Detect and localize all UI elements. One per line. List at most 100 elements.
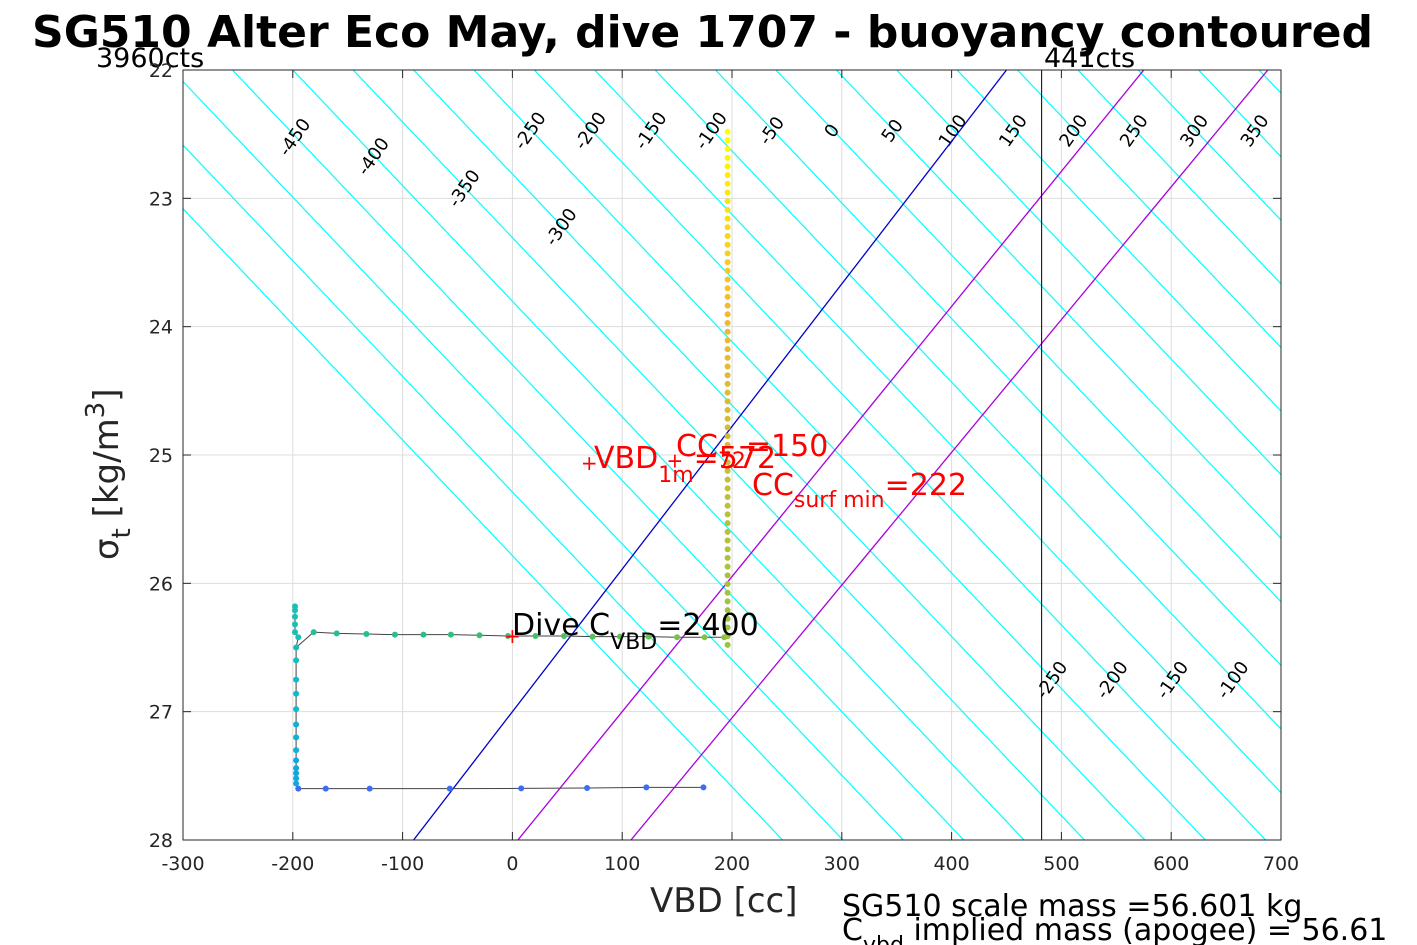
contour-line-250 bbox=[1077, 70, 1281, 285]
stack-point-39 bbox=[724, 467, 731, 474]
stack-point-16 bbox=[724, 267, 731, 274]
data-point-0 bbox=[700, 784, 707, 791]
stack-point-0 bbox=[724, 128, 731, 135]
data-point-34 bbox=[505, 632, 512, 639]
annotation-cc-surf-min: CCsurf min=222 bbox=[752, 468, 967, 513]
data-point-38 bbox=[617, 633, 624, 640]
left-count-label: 3960cts bbox=[96, 43, 204, 74]
tick-labels: -300 -200 -100 0 100 200 300 400 500 600 700 22 23 24… bbox=[149, 60, 1299, 875]
y-tick-label-1: 23 bbox=[149, 188, 173, 210]
contour-label-upper-m50: -50 bbox=[755, 113, 789, 149]
stack-point-42 bbox=[724, 494, 731, 501]
stack-point-24 bbox=[724, 337, 731, 344]
stack-point-27 bbox=[724, 363, 731, 370]
stack-point-12 bbox=[724, 233, 731, 240]
stack-point-31 bbox=[724, 398, 731, 405]
data-point-18 bbox=[293, 676, 300, 683]
contour-label-upper-50: 50 bbox=[878, 116, 908, 147]
data-point-4 bbox=[446, 785, 453, 792]
stack-point-56 bbox=[724, 615, 731, 622]
stack-point-8 bbox=[724, 198, 731, 205]
stack-point-44 bbox=[724, 511, 731, 518]
contour-line-m100 bbox=[654, 70, 1281, 730]
contour-line-m500 bbox=[183, 80, 904, 840]
data-point-32 bbox=[447, 631, 454, 638]
stack-point-33 bbox=[724, 415, 731, 422]
stack-point-5 bbox=[724, 172, 731, 179]
y-tick-label-0: 22 bbox=[149, 60, 173, 82]
highlight-lines bbox=[413, 70, 1269, 840]
stack-point-50 bbox=[724, 563, 731, 570]
chart-title: SG510 Alter Eco May, dive 1707 - buoyanc… bbox=[32, 7, 1373, 58]
stack-point-37 bbox=[724, 450, 731, 457]
x-tick-label-0: -300 bbox=[161, 853, 204, 875]
footer-scale-mass: SG510 scale mass =56.601 kg bbox=[842, 889, 1302, 924]
data-point-19 bbox=[293, 657, 300, 664]
contour-line-m200 bbox=[533, 70, 1267, 840]
data-point-41 bbox=[701, 634, 708, 641]
data-point-7 bbox=[295, 785, 302, 792]
stack-point-58 bbox=[724, 633, 731, 640]
stack-point-32 bbox=[724, 407, 731, 414]
contour-line-m550 bbox=[183, 144, 844, 840]
stack-point-23 bbox=[724, 328, 731, 335]
x-tick-label-8: 500 bbox=[1043, 853, 1079, 875]
data-point-8 bbox=[293, 780, 300, 787]
data-point-16 bbox=[293, 706, 300, 713]
stack-point-15 bbox=[724, 259, 731, 266]
contour-line-400 bbox=[1258, 70, 1281, 94]
stack-point-17 bbox=[724, 276, 731, 283]
y-tick-label-6: 28 bbox=[149, 830, 173, 852]
contour-label-upper-150: 150 bbox=[995, 111, 1032, 151]
data-series: + + + bbox=[291, 128, 731, 792]
data-point-31 bbox=[420, 631, 427, 638]
y-tick-label-5: 27 bbox=[149, 702, 173, 724]
data-point-24 bbox=[291, 613, 298, 620]
data-point-6 bbox=[322, 785, 329, 792]
stack-point-46 bbox=[724, 528, 731, 535]
cc-line-2 bbox=[630, 70, 1269, 840]
contour-label-upper-300: 300 bbox=[1176, 111, 1213, 151]
stack-point-3 bbox=[724, 154, 731, 161]
stack-point-53 bbox=[724, 589, 731, 596]
cc-line-1 bbox=[517, 70, 1145, 840]
contour-line-0 bbox=[775, 70, 1281, 603]
stack-point-7 bbox=[724, 189, 731, 196]
stack-point-19 bbox=[724, 293, 731, 300]
stack-point-52 bbox=[724, 581, 731, 588]
stack-point-48 bbox=[724, 546, 731, 553]
data-point-37 bbox=[589, 633, 596, 640]
contour-label-upper-350: 350 bbox=[1237, 111, 1274, 151]
footer-implied-mass: Cvbd implied mass (apogee) = 56.61 bbox=[842, 913, 1387, 945]
annotation-vbd-1m: VBD1m=572 bbox=[594, 441, 776, 488]
y-axis-sigma: σ bbox=[87, 538, 127, 560]
data-point-9 bbox=[293, 775, 300, 782]
stack-point-55 bbox=[724, 607, 731, 614]
data-point-2 bbox=[584, 785, 591, 792]
axes bbox=[182, 69, 1282, 841]
right-count-label: 441cts bbox=[1044, 43, 1135, 74]
annotations: VBD1m=572 CC72=150 CCsurf min=222 Dive C… bbox=[512, 429, 967, 655]
data-point-40 bbox=[674, 634, 681, 641]
stack-point-41 bbox=[724, 485, 731, 492]
red-marker-0: + bbox=[581, 451, 598, 475]
svg-text:σt [kg/m3]: σt [kg/m3] bbox=[81, 389, 137, 561]
stack-point-38 bbox=[724, 459, 731, 466]
stack-point-36 bbox=[724, 441, 731, 448]
x-tick-label-2: -100 bbox=[381, 853, 424, 875]
stack-point-51 bbox=[724, 572, 731, 579]
stack-point-35 bbox=[724, 433, 731, 440]
data-point-23 bbox=[291, 621, 298, 628]
x-tick-label-4: 100 bbox=[604, 853, 640, 875]
data-point-36 bbox=[561, 632, 568, 639]
y-tick-label-3: 25 bbox=[149, 445, 173, 467]
contour-line-500 bbox=[1380, 70, 1417, 840]
data-point-15 bbox=[293, 721, 300, 728]
data-point-10 bbox=[293, 770, 300, 777]
stack-point-45 bbox=[724, 520, 731, 527]
stack-point-14 bbox=[724, 250, 731, 257]
data-point-13 bbox=[293, 747, 300, 754]
x-axis-label: VBD [cc] bbox=[650, 881, 798, 921]
stack-point-22 bbox=[724, 320, 731, 327]
stack-point-54 bbox=[724, 598, 731, 605]
